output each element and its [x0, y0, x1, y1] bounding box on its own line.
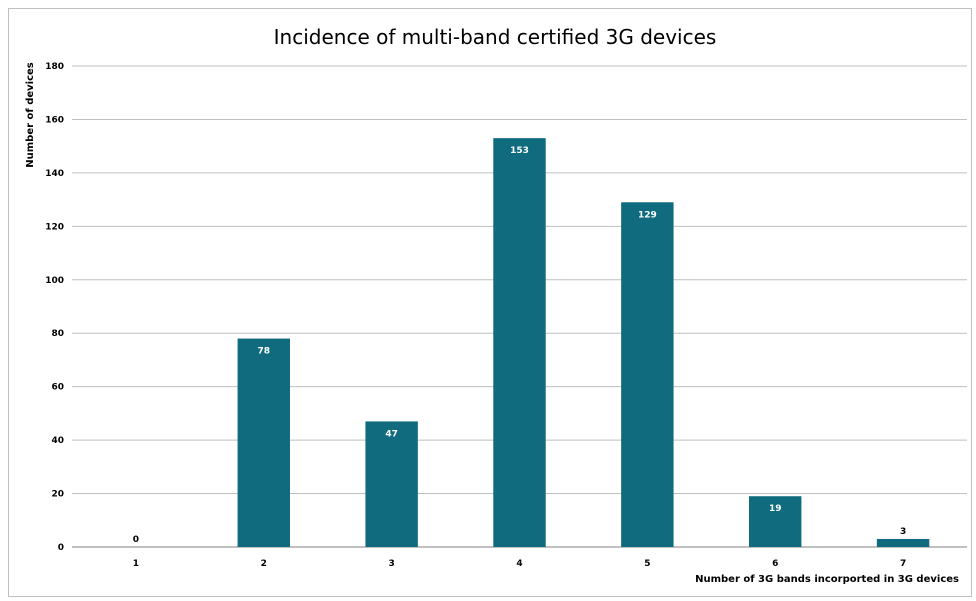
data-label-7: 3 [900, 527, 906, 537]
data-label-6: 19 [769, 504, 782, 514]
data-label-3: 47 [385, 429, 398, 439]
x-tick-label: 5 [644, 559, 650, 569]
x-tick-label: 7 [900, 559, 906, 569]
y-axis-label: Number of devices [25, 62, 36, 168]
x-tick-label: 1 [133, 559, 139, 569]
bar-4 [493, 138, 546, 547]
y-axis-ticks: 0 20 40 60 80 100 120 140 160 180 [45, 62, 64, 553]
x-tick-label: 6 [772, 559, 778, 569]
data-label-1: 0 [133, 535, 139, 545]
y-tick-label: 20 [51, 490, 64, 500]
chart-title: Incidence of multi-band certified 3G dev… [274, 25, 717, 49]
bar-2 [237, 338, 290, 547]
bar-3 [365, 421, 418, 547]
gridlines [72, 65, 967, 548]
y-tick-label: 100 [45, 276, 64, 286]
y-tick-label: 40 [51, 436, 64, 446]
x-axis-label: Number of 3G bands incorported in 3G dev… [695, 574, 959, 585]
chart-frame [8, 8, 972, 597]
x-axis-ticks: 1 2 3 4 5 6 7 [133, 559, 906, 569]
bar-5 [621, 202, 674, 548]
y-tick-label: 180 [45, 62, 64, 72]
bars [237, 138, 930, 548]
y-tick-label: 0 [58, 543, 64, 553]
x-tick-label: 4 [516, 559, 522, 569]
data-labels: 0 78 47 153 129 19 3 [133, 146, 906, 545]
data-label-5: 129 [638, 210, 657, 220]
y-tick-label: 60 [51, 383, 64, 393]
bar-6 [749, 496, 802, 547]
data-label-2: 78 [258, 347, 271, 357]
data-label-4: 153 [510, 146, 529, 156]
bar-7 [876, 538, 930, 547]
y-tick-label: 140 [45, 169, 64, 179]
x-tick-label: 3 [389, 559, 395, 569]
y-tick-label: 120 [45, 222, 64, 232]
y-tick-label: 80 [51, 329, 64, 339]
x-tick-label: 2 [261, 559, 267, 569]
y-tick-label: 160 [45, 115, 64, 125]
